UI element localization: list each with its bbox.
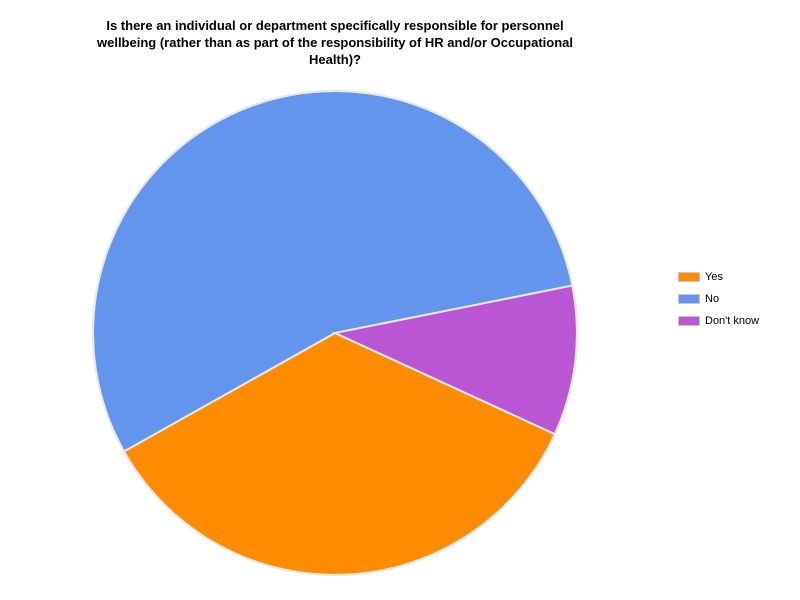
chart-title-line: wellbeing (rather than as part of the re… bbox=[96, 35, 573, 50]
legend-label-no: No bbox=[705, 293, 720, 305]
legend-label-dont-know: Don't know bbox=[705, 315, 760, 327]
legend-swatch-dont-know bbox=[678, 316, 700, 326]
chart-title-line: Is there an individual or department spe… bbox=[106, 18, 564, 33]
chart-title-line: Health)? bbox=[309, 52, 361, 67]
pie-outline bbox=[92, 90, 578, 576]
legend: Yes No Don't know bbox=[678, 266, 759, 332]
chart-title: Is there an individual or department spe… bbox=[40, 17, 630, 68]
legend-item-no: No bbox=[678, 288, 759, 310]
legend-label-yes: Yes bbox=[705, 271, 723, 283]
legend-swatch-yes bbox=[678, 272, 700, 282]
legend-swatch-no bbox=[678, 294, 700, 304]
legend-item-yes: Yes bbox=[678, 266, 759, 288]
legend-item-dont-know: Don't know bbox=[678, 310, 759, 332]
